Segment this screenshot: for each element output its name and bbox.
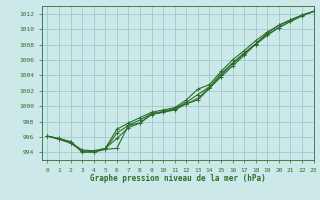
X-axis label: Graphe pression niveau de la mer (hPa): Graphe pression niveau de la mer (hPa)	[90, 174, 266, 183]
